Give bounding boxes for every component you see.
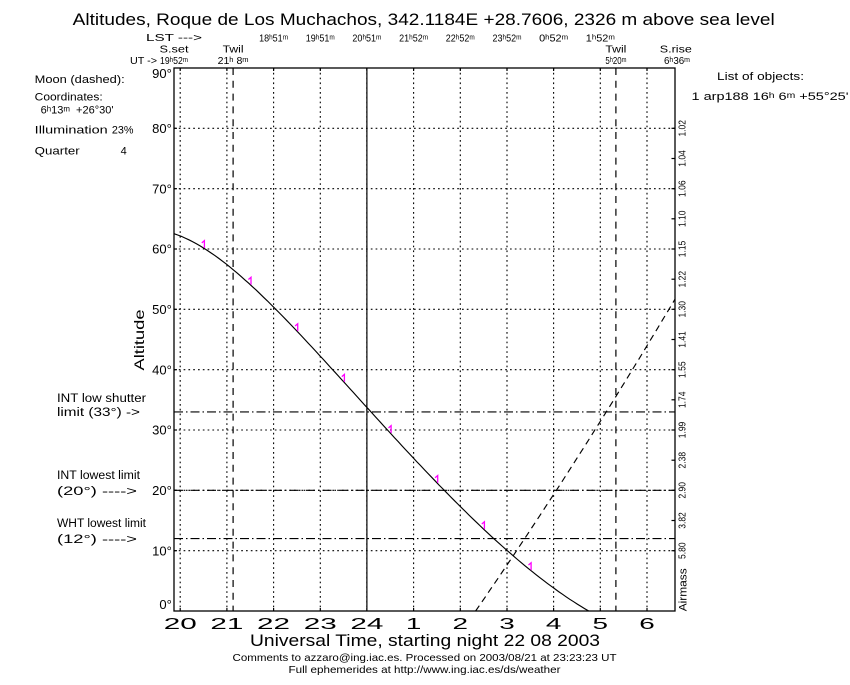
svg-text:1.99: 1.99	[678, 421, 689, 438]
svg-text:S.set: S.set	[160, 45, 189, 56]
svg-text:5.80: 5.80	[678, 542, 689, 559]
svg-text:70°: 70°	[152, 181, 172, 196]
svg-text:20h51m: 20h51m	[352, 32, 381, 44]
svg-text:(12°) ---->: (12°) ---->	[57, 534, 137, 546]
svg-text:1.41: 1.41	[678, 331, 689, 348]
svg-text:40°: 40°	[152, 362, 172, 377]
svg-text:S.rise: S.rise	[660, 45, 693, 56]
svg-text:1.74: 1.74	[678, 391, 689, 408]
svg-text:23: 23	[304, 616, 337, 633]
svg-text:1.04: 1.04	[678, 150, 689, 167]
svg-text:10°: 10°	[152, 543, 172, 558]
svg-text:1 arp188 16h 6m +55°25': 1 arp188 16 h 6m +55°25'	[692, 91, 849, 103]
svg-text:1.15: 1.15	[678, 240, 689, 257]
svg-text:30°: 30°	[152, 423, 172, 438]
svg-text:21h52m: 21h52m	[399, 32, 428, 44]
svg-text:22h52m: 22h52m	[446, 32, 475, 44]
svg-text:WHT lowest limit: WHT lowest limit	[57, 518, 147, 530]
svg-text:2: 2	[453, 616, 469, 633]
svg-text:INT low shutter: INT low shutter	[57, 393, 146, 405]
svg-text:60°: 60°	[152, 242, 172, 257]
svg-text:2.38: 2.38	[678, 452, 689, 469]
svg-text:Quarter: Quarter	[35, 146, 80, 158]
svg-text:Moon (dashed):: Moon (dashed):	[35, 74, 125, 86]
svg-text:5: 5	[593, 616, 609, 633]
svg-text:20: 20	[164, 616, 197, 633]
svg-text:INT lowest limit: INT lowest limit	[57, 470, 141, 482]
svg-text:19h51m: 19h51m	[306, 32, 335, 44]
svg-text:3: 3	[499, 616, 515, 633]
svg-text:(20°) ---->: (20°) ---->	[57, 486, 137, 498]
svg-text:Full ephemerides at http://www: Full ephemerides at http://www.ing.iac.e…	[289, 664, 562, 676]
svg-text:Altitude: Altitude	[131, 309, 147, 370]
svg-text:limit (33°) ->: limit (33°) ->	[57, 407, 140, 419]
svg-text:21h 8m: 21h 8m	[218, 55, 249, 67]
svg-text:4: 4	[546, 616, 562, 633]
svg-text:1: 1	[406, 616, 422, 633]
svg-text:22: 22	[257, 616, 290, 633]
svg-text:21: 21	[210, 616, 243, 633]
svg-text:1.22: 1.22	[678, 271, 689, 288]
svg-text:19h52m: 19h52m	[160, 55, 188, 67]
svg-text:Illumination: Illumination	[35, 125, 108, 137]
svg-text:6h13m +26°30': 6h13m +26°30'	[41, 104, 114, 116]
svg-text:Comments to azzaro@ing.iac.es.: Comments to azzaro@ing.iac.es. Processed…	[233, 653, 618, 664]
svg-text:18h51m: 18h51m	[259, 32, 288, 44]
svg-text:6: 6	[639, 616, 655, 633]
svg-text:20°: 20°	[152, 483, 172, 498]
svg-text:1.55: 1.55	[678, 361, 689, 378]
svg-text:1.30: 1.30	[678, 301, 689, 318]
svg-text:90°: 90°	[152, 66, 172, 81]
svg-text:UT ->: UT ->	[130, 56, 157, 67]
svg-text:Altitudes, Roque de Los Muchac: Altitudes, Roque de Los Muchachos, 342.1…	[73, 10, 775, 29]
svg-text:2.90: 2.90	[678, 482, 689, 499]
svg-text:4: 4	[121, 146, 127, 158]
svg-text:LST --->: LST --->	[146, 33, 202, 44]
svg-text:Universal Time, starting night: Universal Time, starting night 22 08 200…	[250, 632, 600, 650]
svg-text:Airmass: Airmass	[678, 568, 690, 612]
svg-text:Twil: Twil	[223, 45, 244, 56]
svg-text:23%: 23%	[112, 125, 134, 137]
svg-text:1.02: 1.02	[678, 120, 689, 137]
svg-text:24: 24	[350, 616, 383, 633]
svg-text:Coordinates:: Coordinates:	[35, 92, 103, 104]
svg-text:Twil: Twil	[605, 45, 626, 56]
svg-text:1.06: 1.06	[678, 180, 689, 197]
svg-text:50°: 50°	[152, 302, 172, 317]
svg-text:80°: 80°	[152, 121, 172, 136]
svg-text:23h52m: 23h52m	[492, 32, 521, 44]
svg-text:List of objects:: List of objects:	[717, 71, 804, 83]
svg-text:3.82: 3.82	[678, 512, 689, 529]
svg-text:0°: 0°	[159, 597, 171, 612]
svg-text:1.10: 1.10	[678, 210, 689, 227]
